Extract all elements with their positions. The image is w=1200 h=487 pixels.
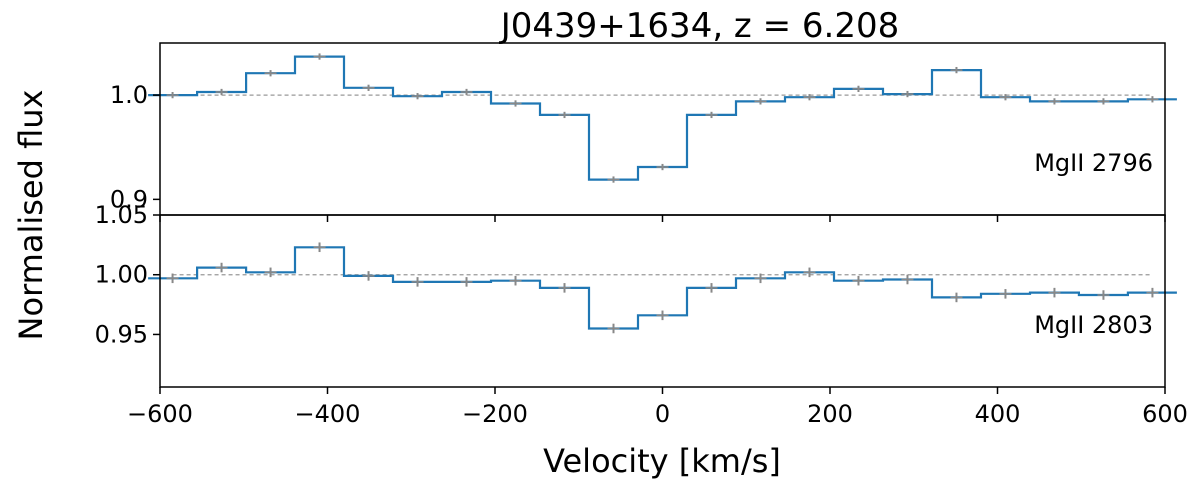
x-tick-label: 200 <box>807 400 853 428</box>
x-tick-label: 0 <box>655 400 670 428</box>
panel-1-line-label: MgII 2796 <box>1034 149 1153 177</box>
x-tick-label: −600 <box>127 400 193 428</box>
y-tick-label: 1.0 <box>110 81 148 109</box>
x-tick-label: 600 <box>1142 400 1188 428</box>
y-tick-label: 0.95 <box>95 320 148 348</box>
panel-2-line-label: MgII 2803 <box>1034 311 1153 339</box>
panel-1-flux-step <box>148 55 1177 181</box>
x-tick-label: 400 <box>975 400 1021 428</box>
chart-title: J0439+1634, z = 6.208 <box>499 6 899 46</box>
plot-layer: 0.9 1.0 MgII 2796 0.95 1.00 1.05 MgII 2803 −600… <box>95 42 1188 428</box>
y-axis-label: Normalised flux <box>12 90 50 341</box>
x-tick-label: −400 <box>295 400 361 428</box>
x-tick-label: −200 <box>462 400 528 428</box>
y-tick-label: 1.00 <box>95 261 148 289</box>
panel-2-frame <box>159 214 1166 388</box>
y-tick-label: 1.05 <box>95 201 148 229</box>
panel-1-frame <box>159 42 1166 216</box>
panel-2-flux-step <box>148 246 1177 330</box>
y-tick-label: 0.9 <box>110 185 148 213</box>
x-axis-label: Velocity [km/s] <box>543 442 781 480</box>
